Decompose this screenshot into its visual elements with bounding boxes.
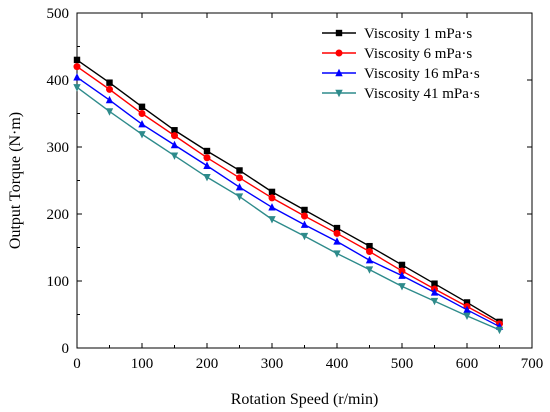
y-tick-label: 0 [62, 341, 70, 357]
data-point [203, 147, 211, 155]
x-tick-label: 300 [261, 356, 284, 372]
data-point [138, 103, 146, 110]
data-point [365, 256, 374, 264]
data-point [170, 140, 179, 149]
series-line [76, 66, 500, 325]
legend-label: Viscosity 6 mPa·s [364, 46, 472, 62]
data-point [333, 224, 341, 232]
legend-item: Viscosity 16 mPa·s [322, 66, 480, 82]
series-layer [73, 56, 504, 335]
data-point [333, 237, 341, 245]
data-point [73, 73, 81, 81]
legend-marker [335, 89, 343, 98]
data-point [300, 220, 309, 228]
y-tick-label: 100 [47, 274, 70, 290]
data-point [170, 152, 179, 160]
data-point [73, 63, 81, 71]
data-point [73, 84, 81, 92]
data-point [398, 267, 406, 275]
data-point [236, 174, 243, 182]
y-tick-label: 300 [47, 140, 70, 156]
data-point [138, 131, 146, 139]
data-point [333, 250, 341, 258]
x-tick-label: 100 [131, 356, 154, 372]
data-point [495, 326, 504, 335]
y-tick-label: 500 [47, 6, 70, 22]
legend-marker [335, 68, 343, 77]
data-point [463, 299, 471, 306]
data-point [463, 312, 471, 321]
data-point [73, 56, 81, 64]
data-point [138, 120, 146, 128]
data-point [105, 108, 114, 116]
data-point [106, 85, 113, 93]
data-point [203, 154, 211, 162]
data-point [106, 79, 113, 86]
x-tick-label: 400 [326, 356, 349, 372]
data-point [301, 206, 308, 214]
x-axis-title: Rotation Speed (r/min) [231, 391, 379, 408]
axes: 0 100 200 300 400 500 600 700 0 100 200 300 400 500 [47, 6, 544, 372]
legend-marker [335, 29, 343, 37]
legend-marker [335, 49, 343, 57]
data-point [365, 266, 374, 274]
data-point [398, 283, 406, 291]
data-point [430, 297, 439, 306]
data-point [268, 194, 276, 202]
legend-label: Viscosity 41 mPa·s [364, 86, 480, 102]
data-point [203, 173, 211, 182]
data-point [398, 271, 406, 279]
data-point [398, 261, 406, 269]
series-4 [73, 84, 504, 335]
y-tick-label: 400 [47, 73, 70, 89]
plot-frame [76, 12, 533, 349]
data-point [171, 127, 178, 134]
series-3 [73, 73, 504, 330]
x-tick-label: 0 [73, 356, 81, 372]
data-point [235, 183, 244, 191]
series-line [76, 59, 500, 323]
x-tick-label: 500 [391, 356, 414, 372]
legend: Viscosity 1 mPa·s Viscosity 6 mPa·s Viscos… [322, 26, 480, 102]
series-line [76, 86, 500, 331]
x-tick-label: 600 [456, 356, 479, 372]
data-point [300, 232, 309, 241]
data-point [236, 167, 243, 174]
data-point [268, 188, 276, 196]
data-point [333, 229, 341, 237]
y-tick-label: 200 [47, 207, 70, 223]
data-point [366, 242, 373, 250]
data-point [301, 212, 308, 220]
legend-item: Viscosity 41 mPa·s [322, 86, 480, 102]
legend-label: Viscosity 16 mPa·s [364, 66, 480, 82]
data-point [171, 132, 178, 140]
data-point [268, 216, 276, 224]
series-2 [73, 63, 503, 328]
data-point [431, 280, 438, 287]
data-point [138, 110, 146, 117]
data-point [235, 193, 244, 201]
x-tick-label: 700 [521, 356, 544, 372]
x-tick-label: 200 [196, 356, 219, 372]
data-point [366, 248, 373, 256]
series-1 [73, 56, 503, 326]
data-point [463, 305, 471, 314]
legend-item: Viscosity 1 mPa·s [322, 26, 472, 42]
data-point [203, 161, 211, 169]
data-point [430, 288, 439, 296]
series-line [76, 76, 500, 328]
data-point [105, 95, 114, 104]
data-point [268, 203, 276, 211]
legend-item: Viscosity 6 mPa·s [322, 46, 472, 62]
y-axis-title: Output Torque (N·m) [7, 112, 24, 249]
legend-label: Viscosity 1 mPa·s [364, 26, 472, 42]
